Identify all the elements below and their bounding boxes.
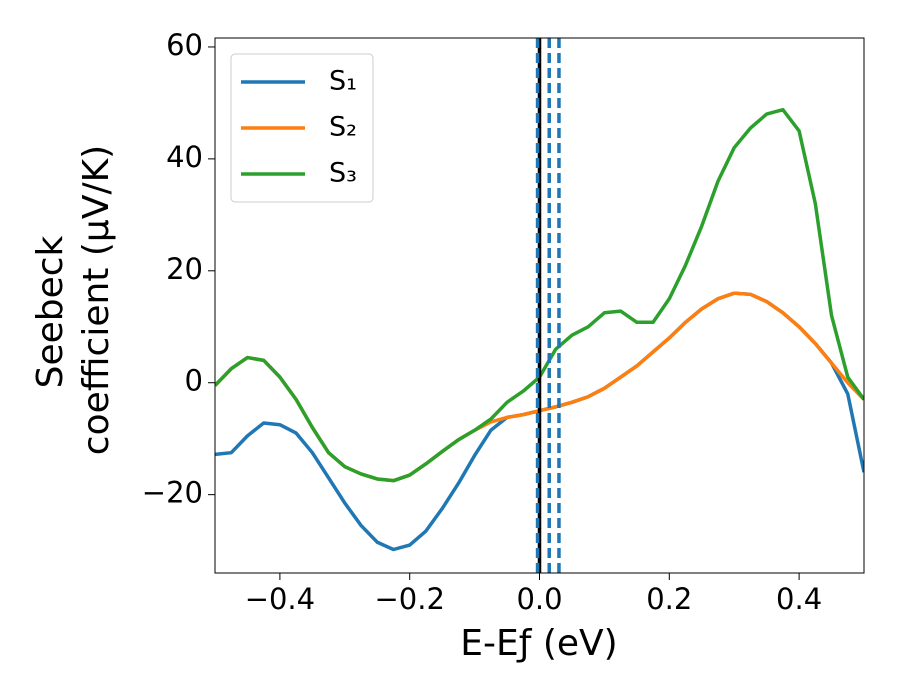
x-tick-label: 0.0 (516, 582, 562, 616)
y-tick-label: −20 (142, 476, 203, 510)
plot-area (215, 38, 864, 573)
legend-label: S₁ (329, 66, 357, 97)
x-tick-label: 0.2 (646, 582, 692, 616)
y-axis-label: Seebeck (30, 235, 71, 388)
x-tick-label: −0.4 (245, 582, 315, 616)
y-axis-label: coefficient (μV/K) (76, 145, 117, 455)
x-tick-label: 0.4 (776, 582, 822, 616)
legend-label: S₂ (329, 112, 357, 143)
plot-frame (214, 37, 865, 574)
x-axis-label: E-Eƒ (eV) (460, 623, 617, 664)
y-tick-label: 40 (166, 140, 203, 174)
legend-label: S₃ (329, 158, 357, 189)
y-tick-label: 0 (185, 364, 203, 398)
y-tick-label: 60 (166, 28, 203, 62)
y-tick-label: 20 (166, 252, 203, 286)
x-tick-label: −0.2 (374, 582, 444, 616)
